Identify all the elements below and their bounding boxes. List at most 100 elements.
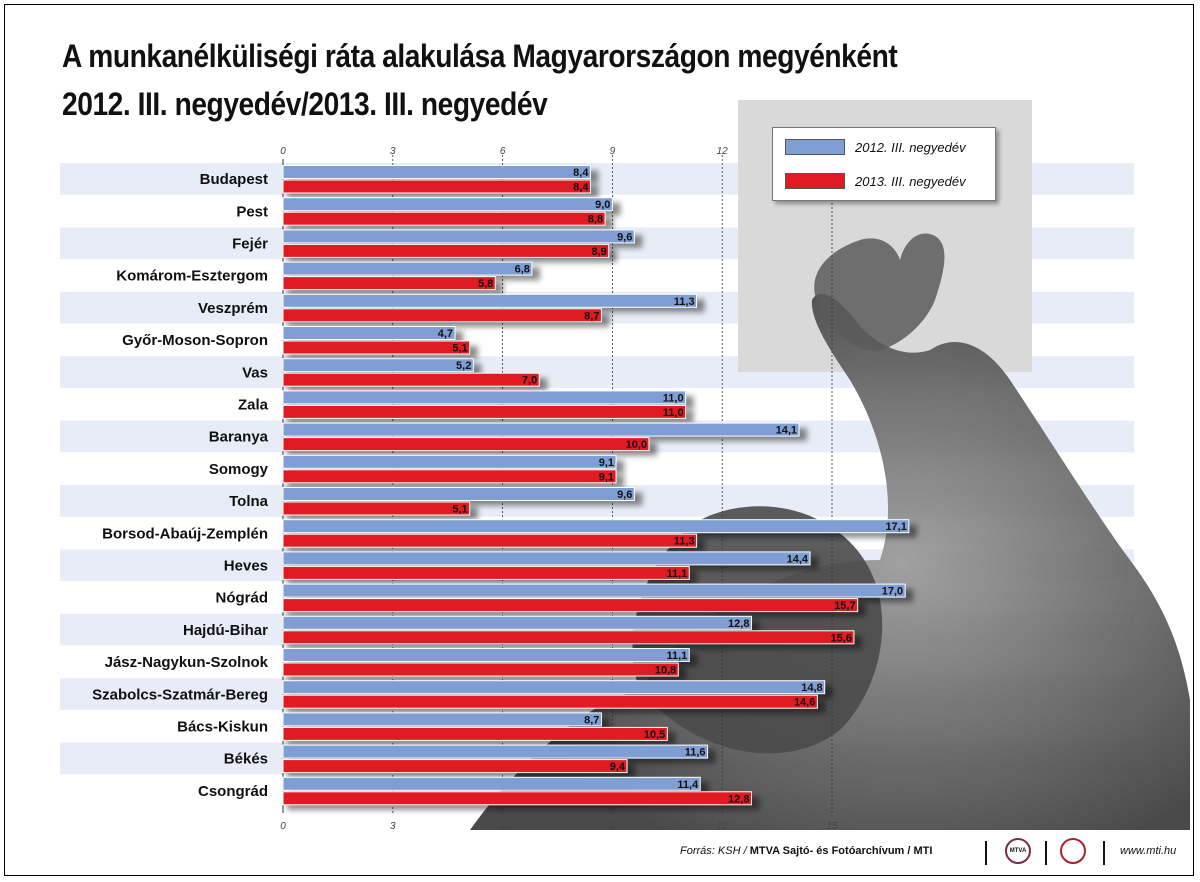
footer-source-credit: MTVA Sajtó- és Fotóarchívum / MTI	[749, 845, 933, 857]
value-label: 14,1	[776, 425, 797, 437]
bar-2013	[282, 565, 690, 580]
x-tick-label-bottom: 9	[610, 821, 616, 832]
category-label: Borsod-Abaúj-Zemplén	[102, 525, 268, 542]
bar-2013	[282, 726, 668, 741]
category-label: Jász-Nagykun-Szolnok	[105, 654, 269, 671]
value-label: 9,4	[610, 761, 626, 773]
value-label: 8,7	[584, 310, 599, 322]
bar-2013	[282, 533, 698, 548]
bar-2012	[282, 422, 800, 437]
category-label: Zala	[238, 397, 269, 414]
category-label: Nógrád	[216, 590, 269, 607]
mti-logo-icon	[1060, 838, 1086, 864]
bar-2012	[282, 680, 826, 695]
bar-2012	[282, 229, 635, 244]
x-tick-label-bottom: 3	[390, 821, 396, 832]
footer-divider	[1045, 841, 1047, 865]
bar-2013	[282, 469, 617, 484]
value-label: 6,8	[515, 264, 530, 276]
legend-swatch-2012	[785, 139, 845, 155]
value-label: 11,1	[666, 568, 687, 580]
value-label: 11,4	[677, 779, 699, 791]
footer-source: Forrás: KSH / MTVA Sajtó- és Fotóarchívu…	[680, 845, 932, 857]
category-label: Komárom-Esztergom	[116, 268, 268, 285]
bar-2012	[282, 165, 591, 179]
photo-hand-silhouette	[814, 233, 945, 351]
value-label: 17,0	[882, 586, 903, 598]
footer-source-prefix: Forrás: KSH /	[680, 845, 747, 857]
bar-2012	[282, 583, 906, 598]
bar-2013	[282, 437, 650, 452]
value-label: 10,5	[644, 729, 665, 741]
value-label: 5,1	[452, 343, 467, 355]
chart-legend: 2012. III. negyedév 2013. III. negyedév	[772, 127, 996, 201]
value-label: 5,8	[478, 278, 493, 290]
x-tick-label-top: 3	[390, 146, 396, 157]
value-label: 7,0	[522, 375, 537, 387]
value-label: 5,2	[456, 360, 471, 372]
mtva-logo-icon: MTVA	[1005, 838, 1031, 864]
x-tick-label-bottom: 12	[717, 821, 729, 832]
legend-label-2012: 2012. III. negyedév	[855, 139, 966, 155]
x-tick-label-bottom: 15	[826, 821, 838, 832]
value-label: 15,6	[831, 632, 852, 644]
footer-divider	[1103, 841, 1105, 865]
mtva-logo-text: MTVA	[1009, 848, 1027, 854]
x-tick-label-bottom: 0	[280, 821, 286, 832]
category-label: Vas	[242, 364, 268, 381]
value-label: 11,6	[685, 747, 706, 759]
value-label: 11,3	[674, 536, 695, 548]
category-label: Fejér	[232, 236, 268, 253]
bar-2013	[282, 179, 591, 194]
bar-2013	[282, 243, 610, 258]
bar-2013	[282, 276, 496, 291]
chart-frame	[4, 4, 1194, 876]
value-label: 9,6	[617, 489, 632, 501]
bar-2012	[282, 358, 474, 373]
value-label: 12,8	[728, 618, 749, 630]
value-label: 11,0	[663, 392, 684, 404]
value-label: 8,9	[591, 246, 606, 258]
bar-2012	[282, 551, 811, 566]
bar-2012	[282, 776, 701, 791]
category-label: Heves	[224, 558, 268, 575]
footer-divider	[985, 841, 987, 865]
value-label: 11,3	[674, 296, 695, 308]
value-label: 14,8	[801, 682, 822, 694]
bar-2013	[282, 404, 687, 419]
chart-subtitle: 2012. III. negyedév/2013. III. negyedév	[62, 86, 548, 122]
bar-2013	[282, 340, 471, 355]
value-label: 8,8	[588, 214, 603, 226]
category-label: Baranya	[209, 429, 269, 446]
x-tick-label-top: 9	[610, 146, 616, 157]
bar-2012	[282, 390, 687, 405]
value-label: 9,6	[617, 231, 632, 243]
x-tick-label-top: 0	[280, 146, 286, 157]
category-label: Bács-Kiskun	[177, 719, 268, 736]
chart-title: A munkanélküliségi ráta alakulása Magyar…	[62, 38, 898, 74]
bar-2012	[282, 487, 635, 501]
bar-2012	[282, 648, 690, 662]
bar-2012	[282, 744, 709, 759]
bar-2013	[282, 791, 752, 806]
bar-2012	[282, 326, 456, 340]
value-label: 12,8	[728, 793, 749, 805]
bar-2013	[282, 694, 818, 709]
value-label: 11,1	[666, 650, 687, 662]
bar-2012	[282, 261, 533, 276]
legend-swatch-2013	[785, 173, 845, 189]
category-label: Szabolcs-Szatmár-Bereg	[92, 686, 268, 703]
legend-item-2013: 2013. III. negyedév	[785, 171, 966, 191]
legend-label-2013: 2013. III. negyedév	[855, 173, 966, 189]
x-tick-label-top: 6	[500, 146, 506, 157]
value-label: 10,8	[655, 665, 676, 677]
value-label: 8,7	[584, 714, 599, 726]
bar-2013	[282, 662, 679, 677]
value-label: 11,0	[663, 407, 684, 419]
x-tick-label-top: 12	[717, 146, 729, 157]
category-label: Budapest	[200, 171, 268, 188]
value-label: 9,1	[599, 457, 614, 469]
bar-2012	[282, 197, 613, 212]
category-label: Somogy	[209, 461, 269, 478]
